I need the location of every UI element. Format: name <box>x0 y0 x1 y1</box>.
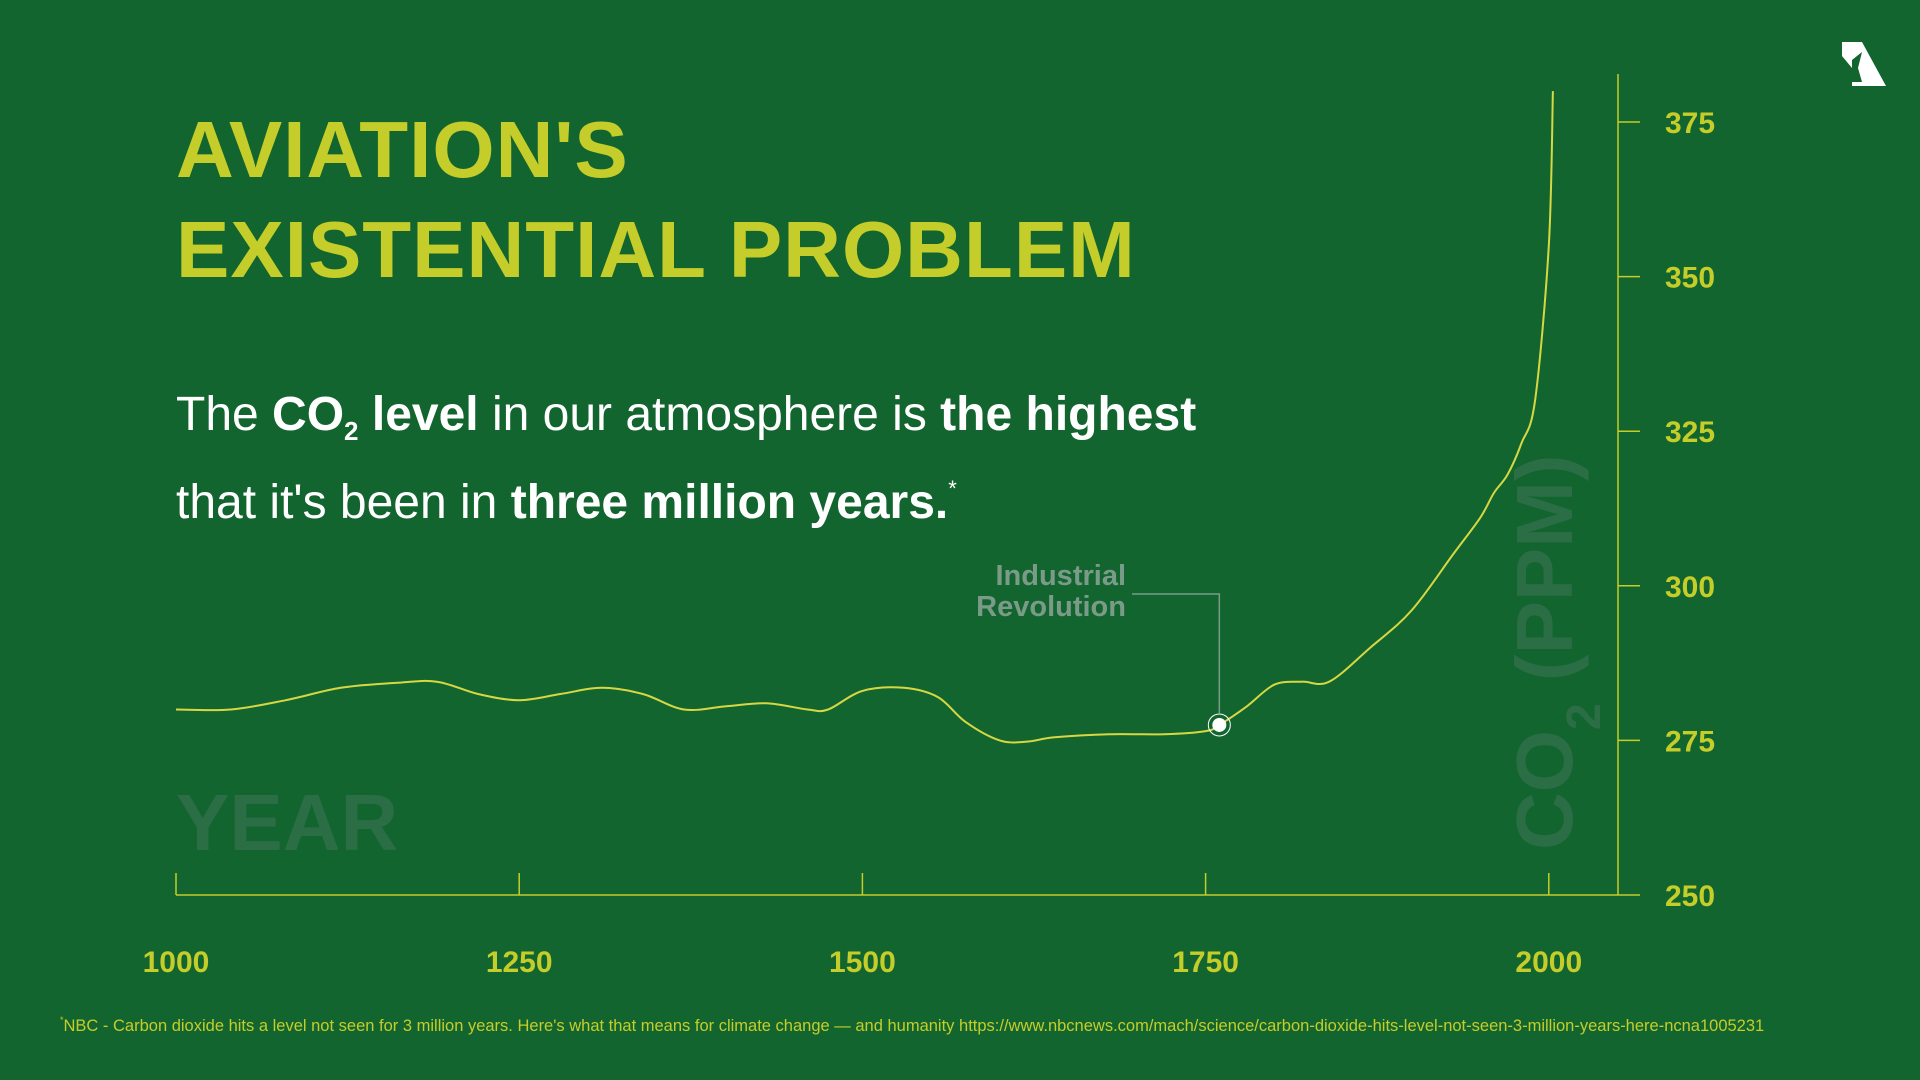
title-line-1: AVIATION'S <box>176 105 629 194</box>
x-tick-label: 1000 <box>143 946 210 979</box>
x-tick-label: 1500 <box>829 946 896 979</box>
subtitle-footnote-marker: * <box>948 476 957 501</box>
airline-tail-logo-icon <box>1842 42 1886 86</box>
x-tick-label: 1250 <box>486 946 553 979</box>
annotation-marker-dot <box>1212 717 1227 732</box>
page-title: AVIATION'S EXISTENTIAL PROBLEM <box>176 100 1136 300</box>
co2-series-line <box>175 91 1554 744</box>
subtitle-level: level <box>358 388 479 441</box>
y-tick-label: 325 <box>1665 416 1715 449</box>
y-tick-label: 275 <box>1665 725 1715 758</box>
subtitle-highest: the highest <box>940 388 1197 441</box>
subtitle-text-1: The <box>176 388 273 441</box>
annotation-leader-line <box>1132 593 1221 713</box>
subtitle-text-3: that it's been in <box>176 476 511 529</box>
footnote: *NBC - Carbon dioxide hits a level not s… <box>60 1015 1764 1036</box>
annotation-label-line-1: Industrial <box>995 560 1126 592</box>
footnote-marker: * <box>60 1015 64 1025</box>
y-tick-label: 250 <box>1665 880 1715 913</box>
subtitle-co-subscript: 2 <box>344 416 359 446</box>
x-axis-label: YEAR <box>176 778 398 867</box>
annotation-marker-ring <box>1207 713 1231 737</box>
y-tick-label: 375 <box>1665 107 1715 140</box>
subtitle-three-million: three million years. <box>510 476 949 529</box>
x-tick-label: 1750 <box>1172 946 1239 979</box>
footnote-text: NBC - Carbon dioxide hits a level not se… <box>63 1017 1765 1035</box>
x-tick-label: 2000 <box>1515 946 1582 979</box>
subtitle: The CO2 level in our atmosphere is the h… <box>176 386 1196 532</box>
y-tick-label: 300 <box>1665 571 1715 604</box>
y-axis-label: CO2 (PPM) <box>1500 454 1611 850</box>
subtitle-text-2: in our atmosphere is <box>478 388 941 441</box>
y-tick-label: 350 <box>1665 262 1715 295</box>
title-line-2: EXISTENTIAL PROBLEM <box>176 205 1136 294</box>
subtitle-co: CO <box>272 388 345 441</box>
annotation-label-line-2: Revolution <box>976 591 1126 623</box>
